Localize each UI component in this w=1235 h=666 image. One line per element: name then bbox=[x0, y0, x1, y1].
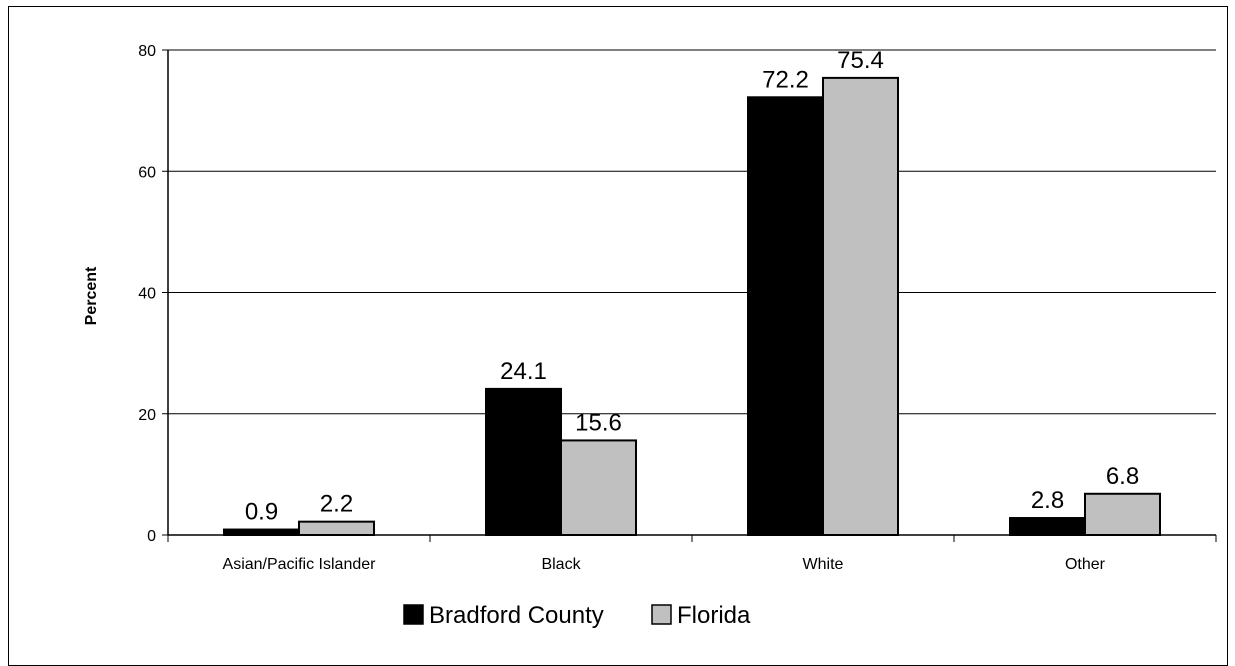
bars bbox=[223, 76, 1161, 537]
chart-frame bbox=[8, 6, 1228, 666]
y-tick-label: 20 bbox=[138, 407, 156, 424]
bar bbox=[298, 520, 375, 536]
gridlines bbox=[168, 49, 1216, 415]
y-tick-labels: 0 20 40 60 80 bbox=[138, 43, 156, 545]
x-tick-label: Asian/Pacific Islander bbox=[223, 556, 377, 573]
legend-swatch bbox=[651, 604, 672, 625]
y-tick-label: 60 bbox=[138, 164, 156, 181]
bar bbox=[1009, 517, 1086, 537]
data-label: 72.2 bbox=[762, 66, 809, 93]
bar bbox=[747, 96, 824, 536]
x-tick-label: White bbox=[803, 556, 844, 573]
data-labels: 0.9 2.2 24.1 15.6 72.2 75.4 2.8 6.8 bbox=[245, 47, 1139, 526]
legend-swatch bbox=[403, 604, 424, 625]
data-label: 0.9 bbox=[245, 499, 278, 526]
data-label: 24.1 bbox=[500, 358, 547, 385]
x-tick-label: Other bbox=[1065, 556, 1106, 573]
bar bbox=[1084, 492, 1161, 536]
y-axis-label: Percent bbox=[83, 266, 100, 325]
bar bbox=[560, 439, 637, 536]
legend: Bradford County Florida bbox=[403, 602, 751, 629]
y-tick-label: 0 bbox=[147, 528, 156, 545]
legend-label: Bradford County bbox=[429, 602, 604, 629]
y-tick-label: 40 bbox=[138, 286, 156, 303]
bar bbox=[485, 387, 562, 536]
data-label: 2.8 bbox=[1031, 487, 1064, 514]
data-label: 6.8 bbox=[1106, 463, 1139, 490]
legend-label: Florida bbox=[677, 602, 751, 629]
data-label: 15.6 bbox=[575, 409, 622, 436]
bar bbox=[822, 76, 899, 536]
x-tick-label: Black bbox=[541, 556, 581, 573]
bar bbox=[223, 528, 300, 537]
axes bbox=[162, 49, 1217, 542]
y-tick-label: 80 bbox=[138, 43, 156, 60]
data-label: 75.4 bbox=[837, 47, 884, 74]
data-label: 2.2 bbox=[320, 491, 353, 518]
x-tick-labels: Asian/Pacific Islander Black White Other bbox=[223, 556, 1106, 573]
